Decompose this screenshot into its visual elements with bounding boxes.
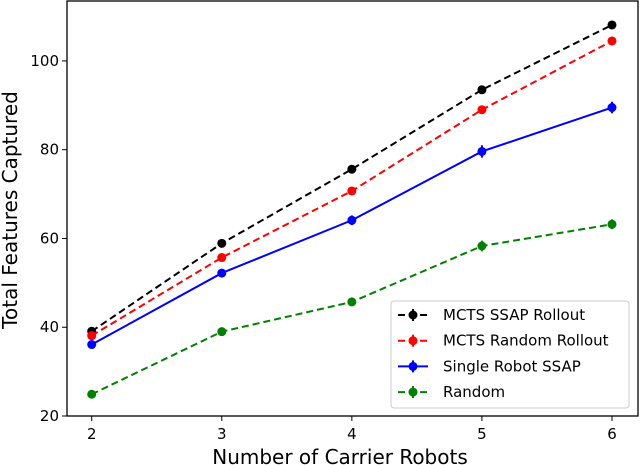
x-tick-label: 2 <box>87 425 97 443</box>
plot-frame <box>66 0 639 417</box>
series-mcts-ssap-rollout <box>87 20 617 336</box>
legend-marker <box>408 387 418 397</box>
legend-label: MCTS SSAP Rollout <box>443 306 585 324</box>
series-mcts-random-rollout <box>87 36 617 341</box>
legend: MCTS SSAP Rollout MCTS Random Rollout Sing… <box>390 300 630 409</box>
data-point <box>347 297 357 307</box>
data-point <box>347 215 357 225</box>
y-axis-label: Total Features Captured <box>0 91 22 330</box>
data-point <box>87 389 97 399</box>
legend-marker <box>408 336 418 346</box>
data-point <box>217 238 227 248</box>
legend-label: Random <box>443 383 505 401</box>
data-point <box>217 327 227 337</box>
data-point <box>607 20 617 30</box>
data-point <box>347 164 357 174</box>
legend-label: MCTS Random Rollout <box>443 332 609 350</box>
data-point <box>347 186 357 196</box>
data-point <box>607 103 617 113</box>
series-single-robot-ssap <box>87 101 617 350</box>
legend-entry: Single Robot SSAP <box>398 357 581 375</box>
data-point <box>87 331 97 341</box>
data-point <box>607 219 617 229</box>
y-tick-label: 40 <box>40 318 59 336</box>
data-point <box>607 36 617 46</box>
x-tick-label: 5 <box>477 425 487 443</box>
x-tick-label: 6 <box>607 425 617 443</box>
series-line <box>91 24 613 333</box>
x-tick-label: 4 <box>347 425 357 443</box>
legend-marker <box>408 361 418 371</box>
y-tick-label: 100 <box>30 52 59 70</box>
data-point <box>87 340 97 350</box>
data-point <box>477 241 487 251</box>
series-random <box>87 219 617 399</box>
y-tick-label: 20 <box>40 407 59 425</box>
legend-marker <box>408 310 418 320</box>
data-point <box>477 85 487 95</box>
legend-box <box>390 300 630 409</box>
x-tick-label: 3 <box>217 425 227 443</box>
legend-entry: Random <box>398 383 505 401</box>
legend-entry: MCTS Random Rollout <box>398 332 609 350</box>
y-tick-label: 60 <box>40 229 59 247</box>
y-tick-label: 80 <box>40 141 59 159</box>
data-point <box>217 268 227 278</box>
data-point <box>217 253 227 263</box>
legend-label: Single Robot SSAP <box>443 357 581 375</box>
legend-entry: MCTS SSAP Rollout <box>398 306 585 324</box>
data-point <box>477 105 487 115</box>
x-axis-label: Number of Carrier Robots <box>212 445 468 465</box>
data-point <box>477 146 487 156</box>
